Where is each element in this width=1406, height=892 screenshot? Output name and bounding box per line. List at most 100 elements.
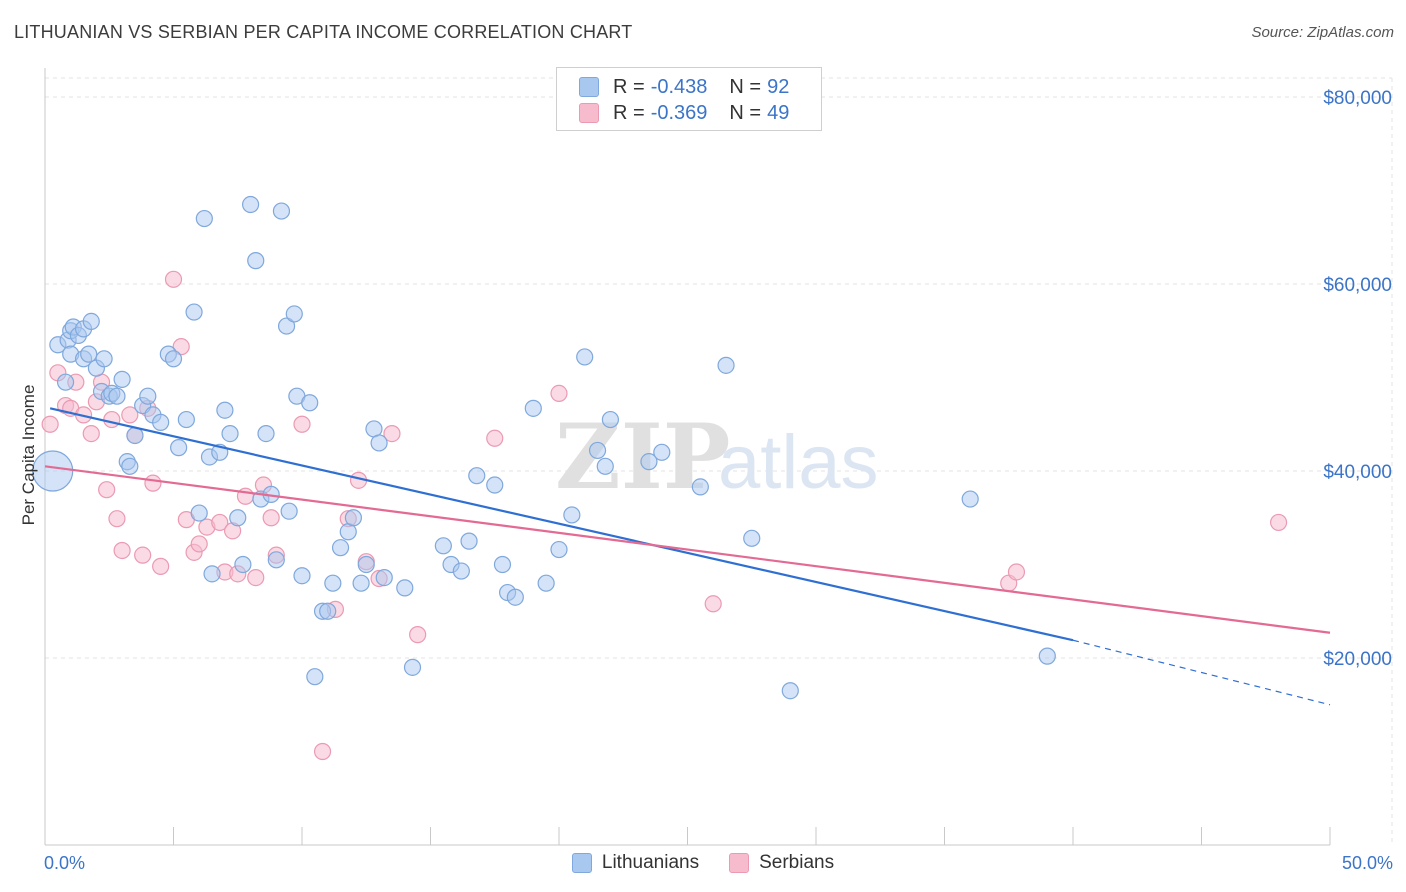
lithuanians-point [190,504,208,522]
serbians-point [550,384,568,402]
lithuanians-point [257,425,275,443]
serbians-point [383,425,401,443]
chart-title: LITHUANIAN VS SERBIAN PER CAPITA INCOME … [14,22,633,42]
serbians-point [704,595,722,613]
lithuanians-point [717,356,735,374]
lithuanians-point [267,551,285,569]
lithuanians-point [285,305,303,323]
serbians-point [1007,563,1026,581]
lithuanians-points [32,195,1056,700]
lithuanians-point [152,413,170,431]
lithuanians-point [301,394,319,412]
lithuanians-point [653,443,671,461]
lithuanians-point [95,350,113,368]
serbians-point [172,338,190,356]
lithuanians-point [375,568,393,587]
serbians-point [108,510,126,528]
legend-n-value: 49 [767,101,790,124]
lithuanians-point [486,476,504,494]
lithuanians-swatch [579,77,599,97]
serbians-point [293,415,311,433]
correlation-legend: R = -0.438 N = 92 R = -0.369 N = 49 [556,67,822,131]
legend-n-label: N = [729,101,762,124]
serbians-point [1269,513,1288,532]
lithuanians-point [691,478,709,496]
lithuanians-point [524,399,542,417]
lithuanians-point [596,457,614,475]
lithuanians-point [185,303,203,321]
serbians-point [113,541,131,560]
serbians-point [134,546,152,564]
legend-item-lithuanians[interactable]: Lithuanians [571,852,700,874]
serbians-point [313,742,332,761]
legend-n-value: 92 [767,75,790,98]
lithuanians-point [139,387,157,405]
y-tick-label: $40,000 [1323,462,1392,483]
lithuanians-point [293,567,311,585]
serbians-point [247,568,265,587]
lithuanians-swatch [571,853,592,873]
serbians-point [409,626,427,644]
x-tick-labels: 0.0% 50.0% [44,853,1393,873]
lithuanians-point [195,209,213,228]
legend-row-lithuanians: R = -0.438 N = 92 [579,75,789,99]
lithuanians-point [640,453,658,471]
lithuanians-point [56,373,75,391]
y-axis-label: Per Capita Income [19,385,38,526]
legend-item-serbians[interactable]: Serbians [729,852,834,874]
legend-r-label: R = [613,101,645,124]
serbians-point [152,557,170,575]
lithuanians-point [277,317,296,335]
lithuanians-point [80,345,98,363]
legend-r-value: -0.369 [650,101,708,124]
lithuanians-point [370,434,388,452]
serbians-point [262,509,280,527]
lithuanians-point [242,195,260,214]
serbians-point [211,513,229,532]
watermark-atlas: atlas [718,420,879,505]
lithuanians-trend-line [49,407,1074,642]
lithuanians-point [108,387,126,405]
lithuanians-point [113,370,131,388]
legend-row-serbians: R = -0.369 N = 49 [579,101,789,125]
lithuanians-point [493,555,512,574]
lithuanians-point [82,312,100,330]
legend-n-label: N = [729,75,762,98]
lithuanians-point [460,532,478,550]
lithuanians-point [601,410,620,429]
legend-r-value: -0.438 [650,75,708,98]
lithuanians-point [452,562,470,580]
lithuanians-point [216,401,234,419]
legend-label-serbians: Serbians [759,852,835,873]
lithuanians-point [550,540,568,559]
serbians-point [486,429,504,447]
serbians-point [98,481,116,499]
source-label: Source: ZipAtlas.com [1251,24,1394,41]
serbians-point [121,406,139,424]
lithuanians-point [331,539,350,557]
legend-label-lithuanians: Lithuanians [601,852,700,873]
series-legend: Lithuanians Serbians [0,852,1406,874]
lithuanians-point [506,588,524,606]
lithuanians-point [221,425,239,443]
lithuanians-point [203,565,221,583]
lithuanians-point [319,602,337,620]
x-tick-label: 50.0% [1342,853,1393,873]
serbians-swatch [729,853,750,873]
lithuanians-point [121,457,139,475]
serbians-trend-line [44,465,1331,634]
serbians-point [190,535,208,553]
lithuanians-point [434,537,452,555]
lithuanians-point [164,350,183,368]
serbians-points [41,270,1288,761]
lithuanians-point [781,682,799,700]
lithuanians-point [537,574,555,592]
serbians-point [144,474,162,492]
y-tick-label: $60,000 [1323,275,1392,296]
lithuanians-point [352,574,370,592]
trend-lines [44,407,1331,706]
lithuanians-point [563,506,581,524]
lithuanians-point [357,555,375,574]
lithuanians-point [247,252,265,270]
